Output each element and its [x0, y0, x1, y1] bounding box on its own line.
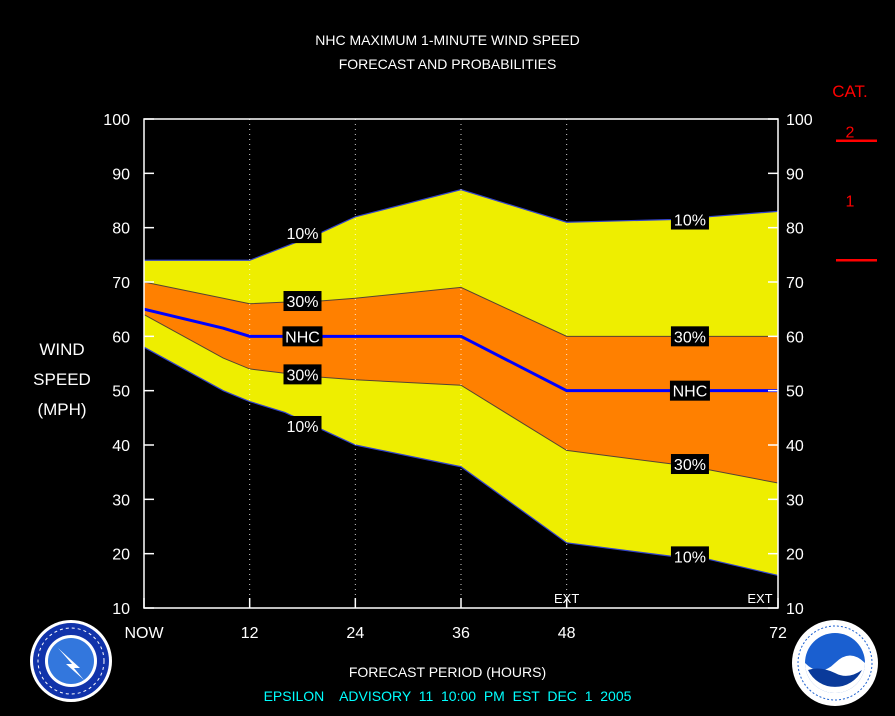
y-tick-label-left: 70 — [112, 275, 130, 292]
band-label: 30% — [286, 294, 318, 311]
x-tick-label: 72 — [769, 625, 787, 642]
band-label: NHC — [285, 329, 320, 346]
y-tick-label-right: 10 — [786, 601, 804, 618]
band-label: 30% — [674, 329, 706, 346]
y-tick-label-left: 100 — [103, 112, 130, 129]
band-label-box — [670, 546, 709, 567]
noaa-logo — [792, 620, 878, 706]
y-tick-label-right: 50 — [786, 384, 804, 401]
chart-title-line2: FORECAST AND PROBABILITIES — [338, 56, 557, 72]
y-tick-label-right: 20 — [786, 547, 804, 564]
x-axis-label: FORECAST PERIOD (HOURS) — [348, 664, 547, 680]
x-tick-label: 24 — [346, 625, 364, 642]
ext-label: EXT — [747, 591, 772, 606]
band-label: 30% — [674, 457, 706, 474]
band-label: 10% — [674, 549, 706, 566]
category-label-1: 1 — [846, 194, 855, 211]
advisory-line: EPSILON ADVISORY 11 10:00 PM EST DEC 1 2… — [263, 688, 632, 704]
y-tick-label-right: 60 — [786, 329, 804, 346]
band-label-box — [670, 209, 709, 230]
y-axis-label-line3: (MPH) — [37, 400, 87, 419]
band-label-box — [283, 415, 322, 436]
y-tick-label-left: 40 — [112, 438, 130, 455]
y-tick-label-right: 90 — [786, 166, 804, 183]
y-tick-label-right: 70 — [786, 275, 804, 292]
x-tick-label: 48 — [558, 625, 576, 642]
y-tick-label-left: 90 — [112, 166, 130, 183]
y-tick-label-right: 80 — [786, 221, 804, 238]
y-tick-label-left: 10 — [112, 601, 130, 618]
category-label-2: 2 — [846, 125, 855, 142]
band-label-box — [669, 380, 710, 401]
band-label-box — [670, 454, 709, 475]
band-label: 10% — [286, 226, 318, 243]
y-axis-label-line1: WIND — [39, 340, 85, 359]
band-label: 10% — [286, 419, 318, 436]
band-label-box — [283, 291, 322, 312]
y-tick-label-right: 40 — [786, 438, 804, 455]
x-tick-label: 12 — [241, 625, 259, 642]
band-label: NHC — [673, 384, 708, 401]
band-label-box — [670, 326, 709, 347]
y-tick-label-left: 50 — [112, 384, 130, 401]
y-tick-label-left: 30 — [112, 492, 130, 509]
band-label-box — [283, 364, 322, 385]
band-label-box — [282, 326, 323, 347]
national-weather-service-logo — [30, 620, 112, 702]
y-tick-label-right: 100 — [786, 112, 813, 129]
y-axis-label-line2: SPEED — [33, 370, 91, 389]
ext-label: EXT — [554, 591, 579, 606]
category-title: CAT. — [832, 82, 868, 101]
band-label: 10% — [674, 213, 706, 230]
x-tick-label: NOW — [124, 625, 164, 642]
x-tick-label: 36 — [452, 625, 470, 642]
chart-title-line1: NHC MAXIMUM 1-MINUTE WIND SPEED — [315, 32, 580, 48]
band-label: 30% — [286, 367, 318, 384]
band-label-box — [283, 223, 322, 244]
y-tick-label-left: 80 — [112, 221, 130, 238]
y-tick-label-left: 20 — [112, 547, 130, 564]
y-tick-label-right: 30 — [786, 492, 804, 509]
y-tick-label-left: 60 — [112, 329, 130, 346]
